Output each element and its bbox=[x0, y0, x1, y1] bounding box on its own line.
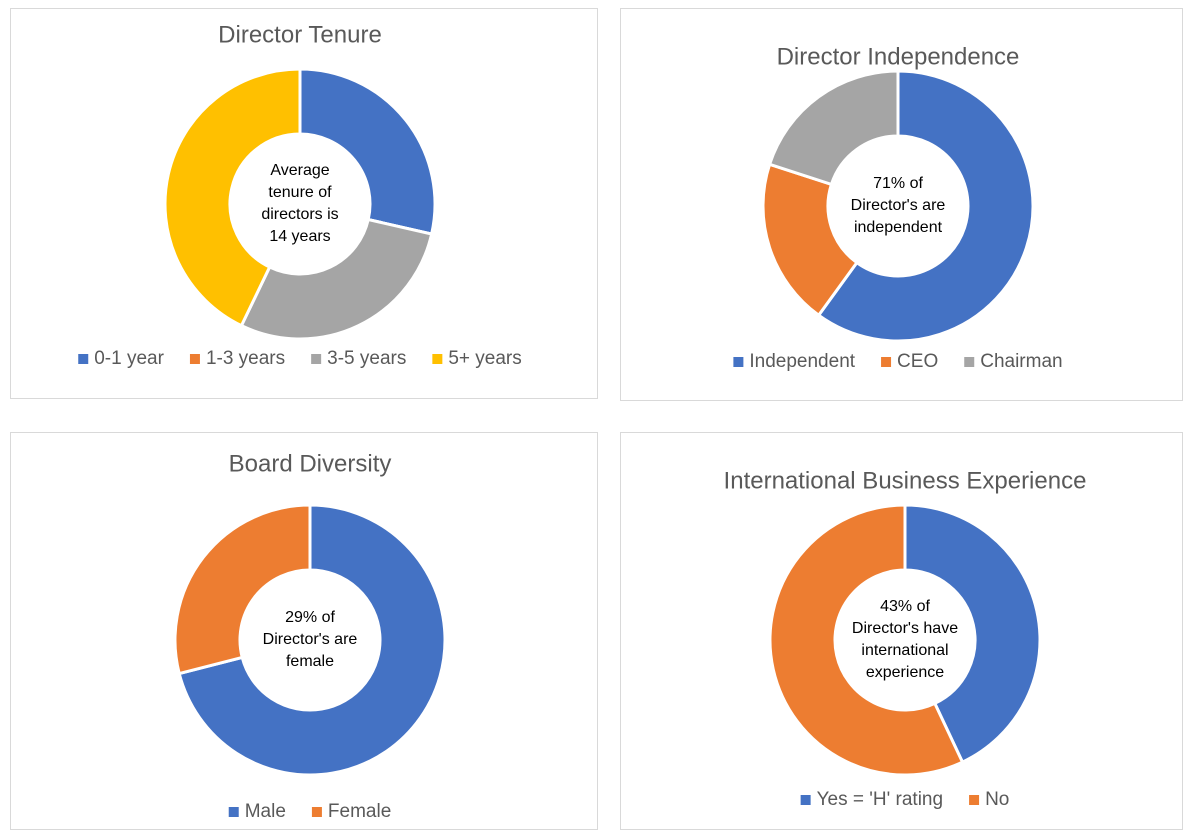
legend-label: CEO bbox=[897, 351, 938, 372]
center-text: international bbox=[861, 642, 948, 659]
donut-slice bbox=[163, 67, 302, 328]
center-text: Director's are bbox=[263, 631, 358, 648]
legend-swatch bbox=[311, 354, 322, 364]
legend-swatch bbox=[311, 807, 322, 817]
legend-swatch bbox=[969, 795, 980, 805]
center-text: tenure of bbox=[268, 184, 332, 201]
legend-label: 0-1 year bbox=[94, 348, 164, 369]
panel bbox=[620, 432, 1183, 830]
donut-slice bbox=[761, 162, 859, 318]
center-text: 43% of bbox=[880, 598, 930, 615]
panel bbox=[10, 432, 598, 830]
legend-swatch bbox=[189, 354, 200, 364]
legend-label: Female bbox=[328, 801, 391, 822]
legend-label: 1-3 years bbox=[206, 348, 285, 369]
donut-slice bbox=[903, 503, 1042, 765]
center-text: Director's are bbox=[851, 197, 946, 214]
panel bbox=[620, 8, 1183, 401]
donut-slice bbox=[816, 69, 1035, 343]
chart-title: Director Tenure bbox=[218, 21, 382, 48]
legend-label: Independent bbox=[749, 351, 855, 372]
legend-label: 3-5 years bbox=[327, 348, 406, 369]
donut-slice bbox=[767, 69, 900, 187]
legend-swatch bbox=[881, 357, 892, 367]
center-text: directors is bbox=[261, 206, 338, 223]
center-text: 29% of bbox=[285, 609, 335, 626]
chart-title: International Business Experience bbox=[724, 467, 1087, 494]
donut-slice bbox=[177, 503, 447, 777]
legend-swatch bbox=[432, 354, 443, 364]
legend-label: 5+ years bbox=[448, 348, 521, 369]
donut-slice bbox=[768, 503, 965, 777]
legend-swatch bbox=[228, 807, 239, 817]
center-text: female bbox=[286, 653, 334, 670]
donut-slice bbox=[298, 67, 437, 236]
donut-slice bbox=[239, 217, 434, 341]
legend-label: Male bbox=[245, 801, 286, 822]
center-text: independent bbox=[854, 219, 943, 236]
center-text: 71% of bbox=[873, 175, 923, 192]
center-text: Director's have bbox=[852, 620, 958, 637]
legend-swatch bbox=[964, 357, 975, 367]
chart-title: Director Independence bbox=[777, 43, 1020, 70]
chart-title: Board Diversity bbox=[229, 450, 392, 477]
legend-label: Yes = 'H' rating bbox=[817, 789, 943, 810]
legend-label: Chairman bbox=[980, 351, 1062, 372]
panel bbox=[10, 8, 598, 399]
donut-slice bbox=[173, 503, 312, 676]
legend-swatch bbox=[733, 357, 744, 367]
center-text: experience bbox=[866, 664, 944, 681]
legend-swatch bbox=[78, 354, 89, 364]
legend-label: No bbox=[985, 789, 1009, 810]
center-text: 14 years bbox=[269, 228, 330, 245]
legend-swatch bbox=[800, 795, 811, 805]
center-text: Average bbox=[270, 162, 329, 179]
